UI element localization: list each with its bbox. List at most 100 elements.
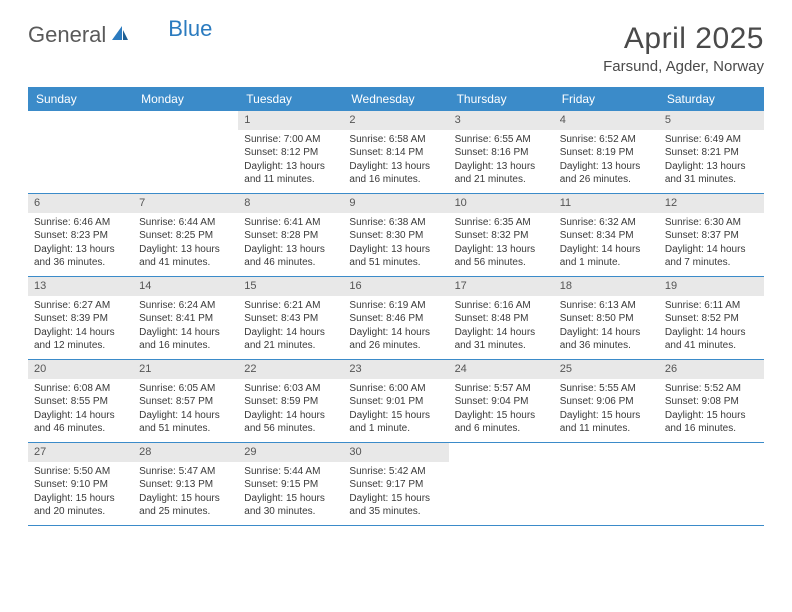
day-number: 30 [343, 443, 448, 462]
calendar-week-row: 27Sunrise: 5:50 AMSunset: 9:10 PMDayligh… [28, 443, 764, 526]
day-number: 28 [133, 443, 238, 462]
daylight-text: Daylight: 14 hours and 1 minute. [560, 243, 653, 270]
day-content: Sunrise: 6:49 AMSunset: 8:21 PMDaylight:… [659, 130, 764, 191]
sunset-text: Sunset: 8:19 PM [560, 146, 653, 160]
daylight-text: Daylight: 15 hours and 30 minutes. [244, 492, 337, 519]
day-content: Sunrise: 5:52 AMSunset: 9:08 PMDaylight:… [659, 379, 764, 440]
empty-cell [659, 443, 764, 525]
day-number: 13 [28, 277, 133, 296]
day-number: 14 [133, 277, 238, 296]
daylight-text: Daylight: 13 hours and 26 minutes. [560, 160, 653, 187]
day-cell: 27Sunrise: 5:50 AMSunset: 9:10 PMDayligh… [28, 443, 133, 525]
day-cell: 6Sunrise: 6:46 AMSunset: 8:23 PMDaylight… [28, 194, 133, 276]
weekday-header-row: SundayMondayTuesdayWednesdayThursdayFrid… [28, 87, 764, 111]
sunset-text: Sunset: 8:37 PM [665, 229, 758, 243]
sunrise-text: Sunrise: 6:05 AM [139, 382, 232, 396]
day-content: Sunrise: 7:00 AMSunset: 8:12 PMDaylight:… [238, 130, 343, 191]
day-number [554, 443, 659, 462]
empty-cell [554, 443, 659, 525]
sunrise-text: Sunrise: 6:55 AM [455, 133, 548, 147]
sunset-text: Sunset: 8:50 PM [560, 312, 653, 326]
sunset-text: Sunset: 8:16 PM [455, 146, 548, 160]
location-text: Farsund, Agder, Norway [603, 58, 764, 75]
day-cell: 2Sunrise: 6:58 AMSunset: 8:14 PMDaylight… [343, 111, 448, 193]
day-number: 7 [133, 194, 238, 213]
day-number: 16 [343, 277, 448, 296]
day-content: Sunrise: 5:50 AMSunset: 9:10 PMDaylight:… [28, 462, 133, 523]
sunrise-text: Sunrise: 6:58 AM [349, 133, 442, 147]
day-number: 10 [449, 194, 554, 213]
sunset-text: Sunset: 8:23 PM [34, 229, 127, 243]
daylight-text: Daylight: 13 hours and 51 minutes. [349, 243, 442, 270]
sunset-text: Sunset: 9:04 PM [455, 395, 548, 409]
day-number: 24 [449, 360, 554, 379]
day-content: Sunrise: 5:42 AMSunset: 9:17 PMDaylight:… [343, 462, 448, 523]
day-number: 20 [28, 360, 133, 379]
empty-cell [28, 111, 133, 193]
daylight-text: Daylight: 13 hours and 46 minutes. [244, 243, 337, 270]
day-cell: 28Sunrise: 5:47 AMSunset: 9:13 PMDayligh… [133, 443, 238, 525]
sunrise-text: Sunrise: 5:50 AM [34, 465, 127, 479]
day-content: Sunrise: 6:55 AMSunset: 8:16 PMDaylight:… [449, 130, 554, 191]
daylight-text: Daylight: 13 hours and 11 minutes. [244, 160, 337, 187]
sunset-text: Sunset: 8:39 PM [34, 312, 127, 326]
day-cell: 9Sunrise: 6:38 AMSunset: 8:30 PMDaylight… [343, 194, 448, 276]
daylight-text: Daylight: 14 hours and 46 minutes. [34, 409, 127, 436]
day-number: 17 [449, 277, 554, 296]
day-number: 15 [238, 277, 343, 296]
calendar-body: 1Sunrise: 7:00 AMSunset: 8:12 PMDaylight… [28, 111, 764, 526]
daylight-text: Daylight: 14 hours and 12 minutes. [34, 326, 127, 353]
title-block: April 2025 Farsund, Agder, Norway [603, 22, 764, 75]
sunrise-text: Sunrise: 6:16 AM [455, 299, 548, 313]
daylight-text: Daylight: 13 hours and 56 minutes. [455, 243, 548, 270]
day-number [28, 111, 133, 130]
day-content: Sunrise: 6:03 AMSunset: 8:59 PMDaylight:… [238, 379, 343, 440]
sunrise-text: Sunrise: 6:49 AM [665, 133, 758, 147]
day-cell: 17Sunrise: 6:16 AMSunset: 8:48 PMDayligh… [449, 277, 554, 359]
day-content: Sunrise: 6:58 AMSunset: 8:14 PMDaylight:… [343, 130, 448, 191]
sunset-text: Sunset: 8:41 PM [139, 312, 232, 326]
sunrise-text: Sunrise: 6:19 AM [349, 299, 442, 313]
day-cell: 19Sunrise: 6:11 AMSunset: 8:52 PMDayligh… [659, 277, 764, 359]
empty-cell [133, 111, 238, 193]
sunset-text: Sunset: 8:43 PM [244, 312, 337, 326]
day-content: Sunrise: 6:05 AMSunset: 8:57 PMDaylight:… [133, 379, 238, 440]
sunset-text: Sunset: 9:08 PM [665, 395, 758, 409]
day-cell: 23Sunrise: 6:00 AMSunset: 9:01 PMDayligh… [343, 360, 448, 442]
day-content: Sunrise: 6:27 AMSunset: 8:39 PMDaylight:… [28, 296, 133, 357]
day-content: Sunrise: 5:55 AMSunset: 9:06 PMDaylight:… [554, 379, 659, 440]
day-content: Sunrise: 5:44 AMSunset: 9:15 PMDaylight:… [238, 462, 343, 523]
daylight-text: Daylight: 15 hours and 35 minutes. [349, 492, 442, 519]
sunrise-text: Sunrise: 5:52 AM [665, 382, 758, 396]
sunset-text: Sunset: 8:28 PM [244, 229, 337, 243]
weekday-header: Thursday [449, 87, 554, 111]
day-cell: 12Sunrise: 6:30 AMSunset: 8:37 PMDayligh… [659, 194, 764, 276]
day-cell: 5Sunrise: 6:49 AMSunset: 8:21 PMDaylight… [659, 111, 764, 193]
day-content: Sunrise: 5:47 AMSunset: 9:13 PMDaylight:… [133, 462, 238, 523]
day-cell: 20Sunrise: 6:08 AMSunset: 8:55 PMDayligh… [28, 360, 133, 442]
day-cell: 24Sunrise: 5:57 AMSunset: 9:04 PMDayligh… [449, 360, 554, 442]
day-cell: 25Sunrise: 5:55 AMSunset: 9:06 PMDayligh… [554, 360, 659, 442]
day-number: 1 [238, 111, 343, 130]
weekday-header: Saturday [659, 87, 764, 111]
sunrise-text: Sunrise: 5:44 AM [244, 465, 337, 479]
daylight-text: Daylight: 15 hours and 25 minutes. [139, 492, 232, 519]
daylight-text: Daylight: 14 hours and 7 minutes. [665, 243, 758, 270]
day-number: 19 [659, 277, 764, 296]
day-cell: 16Sunrise: 6:19 AMSunset: 8:46 PMDayligh… [343, 277, 448, 359]
sunrise-text: Sunrise: 6:03 AM [244, 382, 337, 396]
sunrise-text: Sunrise: 6:38 AM [349, 216, 442, 230]
day-cell: 26Sunrise: 5:52 AMSunset: 9:08 PMDayligh… [659, 360, 764, 442]
sunset-text: Sunset: 8:55 PM [34, 395, 127, 409]
sunrise-text: Sunrise: 6:44 AM [139, 216, 232, 230]
daylight-text: Daylight: 13 hours and 16 minutes. [349, 160, 442, 187]
daylight-text: Daylight: 13 hours and 21 minutes. [455, 160, 548, 187]
day-cell: 30Sunrise: 5:42 AMSunset: 9:17 PMDayligh… [343, 443, 448, 525]
day-number: 9 [343, 194, 448, 213]
month-title: April 2025 [603, 22, 764, 56]
sunset-text: Sunset: 9:01 PM [349, 395, 442, 409]
weekday-header: Friday [554, 87, 659, 111]
calendar-week-row: 13Sunrise: 6:27 AMSunset: 8:39 PMDayligh… [28, 277, 764, 360]
sunset-text: Sunset: 8:14 PM [349, 146, 442, 160]
day-number: 11 [554, 194, 659, 213]
